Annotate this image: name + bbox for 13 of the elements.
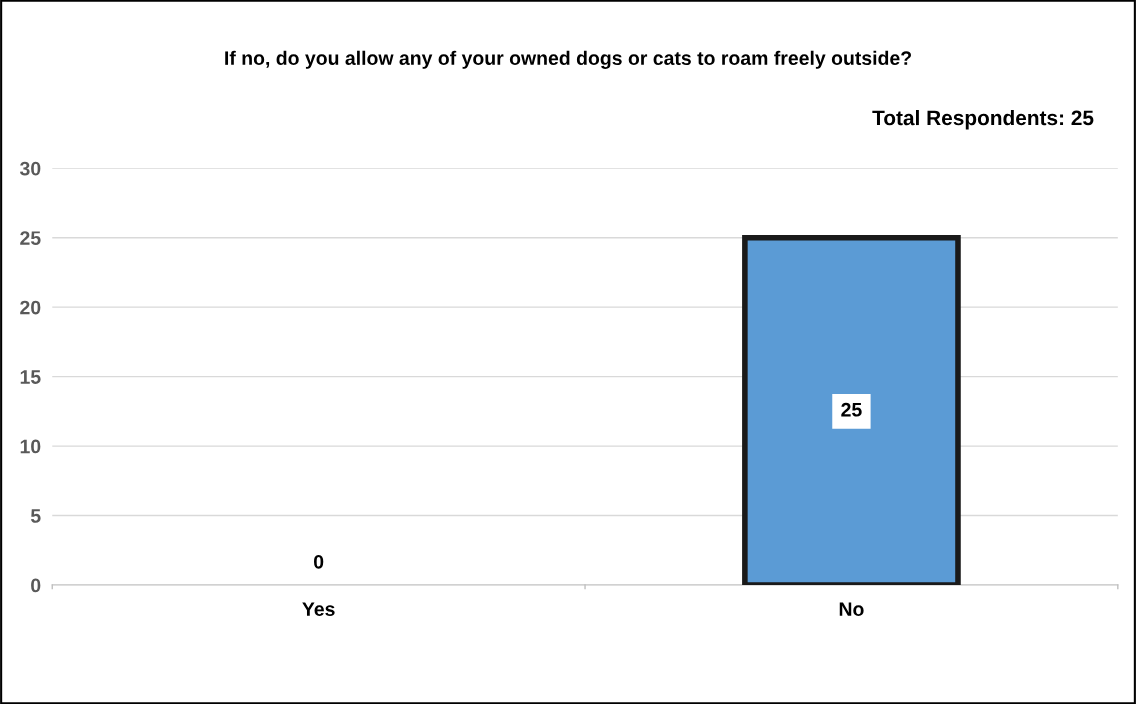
- x-tick-label: No: [839, 602, 864, 616]
- y-tick-label: 5: [30, 509, 41, 523]
- y-tick-label: 30: [19, 161, 41, 176]
- y-tick-label: 10: [20, 439, 41, 454]
- y-tick-label: 25: [20, 231, 41, 245]
- text: Total Respondents: 25: [872, 109, 1094, 130]
- chart-title: If no, do you allow any of your owned dogs or cats to roam freely outside?: [225, 50, 911, 69]
- y-tick-label: 20: [20, 300, 41, 315]
- data-label: 25: [841, 402, 862, 417]
- y-tick-label: 0: [31, 578, 41, 593]
- data-label: 0: [314, 554, 324, 569]
- x-tick-label: Yes: [302, 602, 335, 616]
- y-tick-label: 15: [20, 370, 41, 384]
